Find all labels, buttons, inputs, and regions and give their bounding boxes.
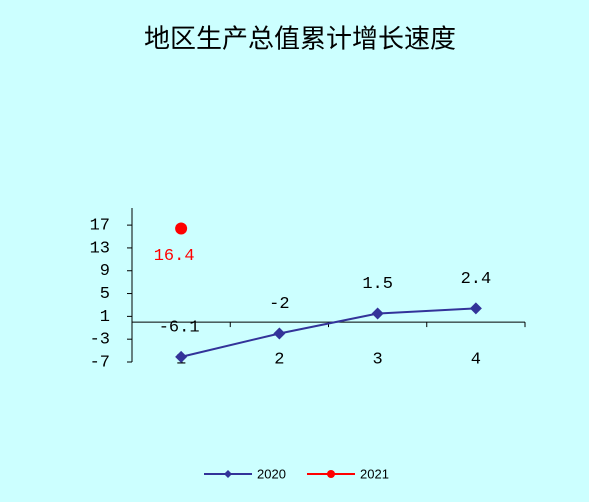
data-label: 2.4	[461, 270, 492, 289]
x-tick-label: 4	[471, 350, 481, 369]
legend-label: 2020	[257, 466, 286, 481]
data-label: 1.5	[362, 275, 393, 294]
y-tick-label: 13	[90, 239, 110, 258]
data-label: -2	[269, 295, 289, 314]
x-tick-label: 3	[373, 350, 383, 369]
data-label: -6.1	[159, 318, 200, 337]
data-point	[175, 222, 188, 235]
data-label: 16.4	[154, 247, 195, 266]
y-tick-label: 17	[90, 217, 110, 236]
y-tick-label: -7	[90, 353, 110, 372]
data-point	[175, 350, 188, 363]
y-tick-label: -3	[90, 331, 110, 350]
data-point	[371, 307, 384, 320]
legend-label: 2021	[360, 466, 389, 481]
y-tick-label: 1	[100, 308, 110, 327]
series-line	[180, 307, 476, 358]
data-point	[273, 327, 286, 340]
y-tick-label: 5	[100, 285, 110, 304]
x-tick-label: 2	[274, 350, 284, 369]
data-point	[469, 302, 482, 315]
legend-marker	[224, 470, 232, 478]
legend-marker	[327, 470, 335, 478]
y-tick-label: 9	[100, 262, 110, 281]
chart-title: 地区生产总值累计增长速度	[144, 25, 456, 55]
